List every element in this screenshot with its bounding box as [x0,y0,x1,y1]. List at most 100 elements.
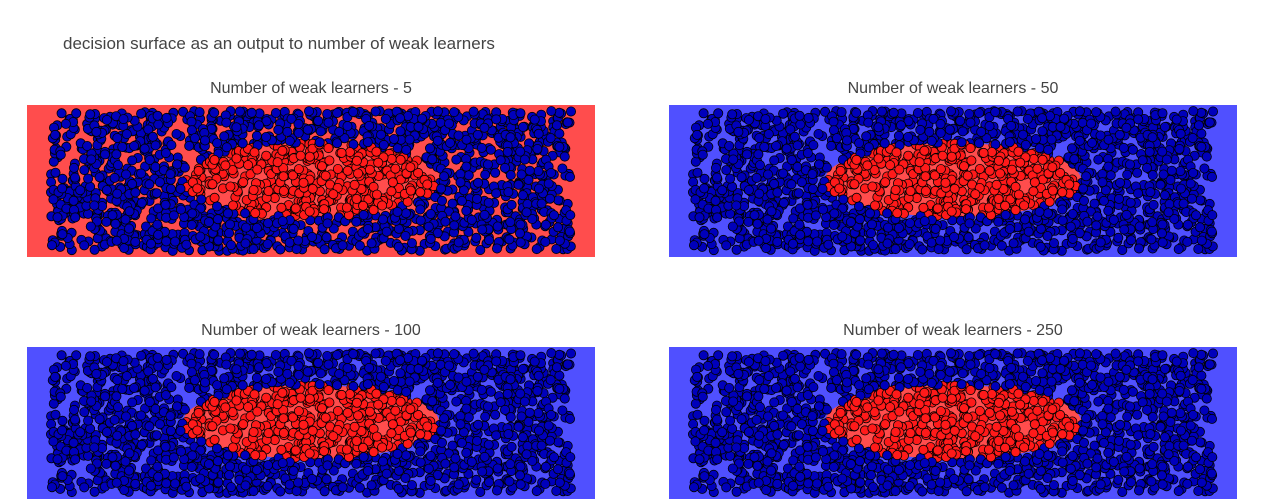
scatter-point-outer [721,165,732,176]
scatter-point-inner [1055,167,1066,178]
scatter-point-outer [423,221,434,232]
scatter-point-outer [866,219,877,230]
scatter-point-inner [245,411,256,422]
scatter-point-outer [273,124,284,135]
scatter-point-outer [554,383,565,394]
scatter-point-inner [192,183,203,194]
scatter-point-outer [1103,134,1114,145]
scatter-point-outer [277,216,288,227]
scatter-point-outer [1114,129,1125,140]
scatter-point-inner [415,187,426,198]
scatter-point-outer [727,109,738,120]
scatter-point-outer [89,200,100,211]
scatter-point-outer [303,106,314,117]
scatter-point-outer [79,407,90,418]
scatter-point-outer [124,223,135,234]
scatter-point-outer [955,115,966,126]
scatter-point-outer [161,112,172,123]
scatter-point-outer [813,128,824,139]
scatter-point-outer [447,198,458,209]
scatter-point-outer [712,172,723,183]
scatter-point-outer [1046,134,1057,145]
scatter-point-outer [1199,163,1210,174]
scatter-point-outer [1004,137,1015,148]
scatter-point-outer [70,212,81,223]
scatter-point-outer [1147,170,1158,181]
scatter-point-outer [212,380,223,391]
scatter-point-inner [320,170,331,181]
scatter-point-outer [506,199,517,210]
scatter-point-outer [1019,214,1030,225]
scatter-point-outer [1133,243,1144,254]
scatter-point-outer [1195,195,1206,206]
scatter-point-outer [803,236,814,247]
scatter-point-outer [505,132,516,143]
scatter-point-outer [565,171,576,182]
scatter-point-outer [515,219,526,230]
scatter-point-outer [519,154,530,165]
scatter-point-outer [807,169,818,180]
scatter-point-outer [540,236,551,247]
scatter-point-inner [949,183,960,194]
scatter-point-outer [1207,171,1218,182]
scatter-point-outer [1175,183,1186,194]
scatter-point-outer [400,231,411,242]
scatter-point-outer [1048,238,1059,249]
scatter-point-outer [554,349,565,360]
scatter-point-outer [186,462,197,473]
scatter-point-outer [1169,214,1180,225]
scatter-point-outer [1174,144,1185,155]
scatter-point-outer [209,349,220,360]
scatter-point-outer [491,114,502,125]
scatter-point-outer [1122,169,1133,180]
scatter-point-inner [324,155,335,166]
scatter-point-outer [165,183,176,194]
scatter-point-inner [390,163,401,174]
scatter-point-outer [502,146,513,157]
scatter-point-outer [961,244,972,255]
scatter-point-outer [112,132,123,143]
scatter-point-inner [984,165,995,176]
scatter-point-outer [94,172,105,183]
scatter-point-outer [1159,190,1170,201]
scatter-point-outer [425,233,436,244]
scatter-point-outer [772,236,783,247]
scatter-point-outer [286,113,297,124]
scatter-point-outer [153,229,164,240]
scatter-point-outer [517,121,528,132]
scatter-point-outer [184,382,195,393]
scatter-point-outer [828,220,839,231]
scatter-point-outer [212,214,223,225]
scatter-point-outer [101,114,112,125]
scatter-point-outer [461,134,472,145]
scatter-point-outer [253,120,264,131]
scatter-point-outer [527,214,538,225]
scatter-point-outer [127,155,138,166]
scatter-point-outer [979,240,990,251]
scatter-point-outer [455,177,466,188]
scatter-point-outer [482,159,493,170]
scatter-point-outer [766,206,777,217]
scatter-point-inner [1057,187,1068,198]
scatter-point-outer [436,195,447,206]
scatter-point-outer [275,244,286,255]
scatter-point-outer [337,240,348,251]
scatter-point-outer [445,137,456,148]
scatter-point-outer [794,219,805,230]
scatter-point-outer [450,211,461,222]
scatter-point-outer [893,223,904,234]
scatter-point-outer [536,198,547,209]
scatter-point-inner [1047,185,1058,196]
scatter-point-inner [351,155,362,166]
scatter-point-outer [795,229,806,240]
scatter-point-outer [395,126,406,137]
scatter-point-outer [690,156,701,167]
scatter-point-inner [873,153,884,164]
scatter-point-inner [249,147,260,158]
scatter-point-outer [71,108,82,119]
scatter-point-outer [1020,139,1031,150]
scatter-point-outer [451,154,462,165]
scatter-point-outer [754,188,765,199]
scatter-point-inner [986,147,997,158]
scatter-point-inner [966,155,977,166]
